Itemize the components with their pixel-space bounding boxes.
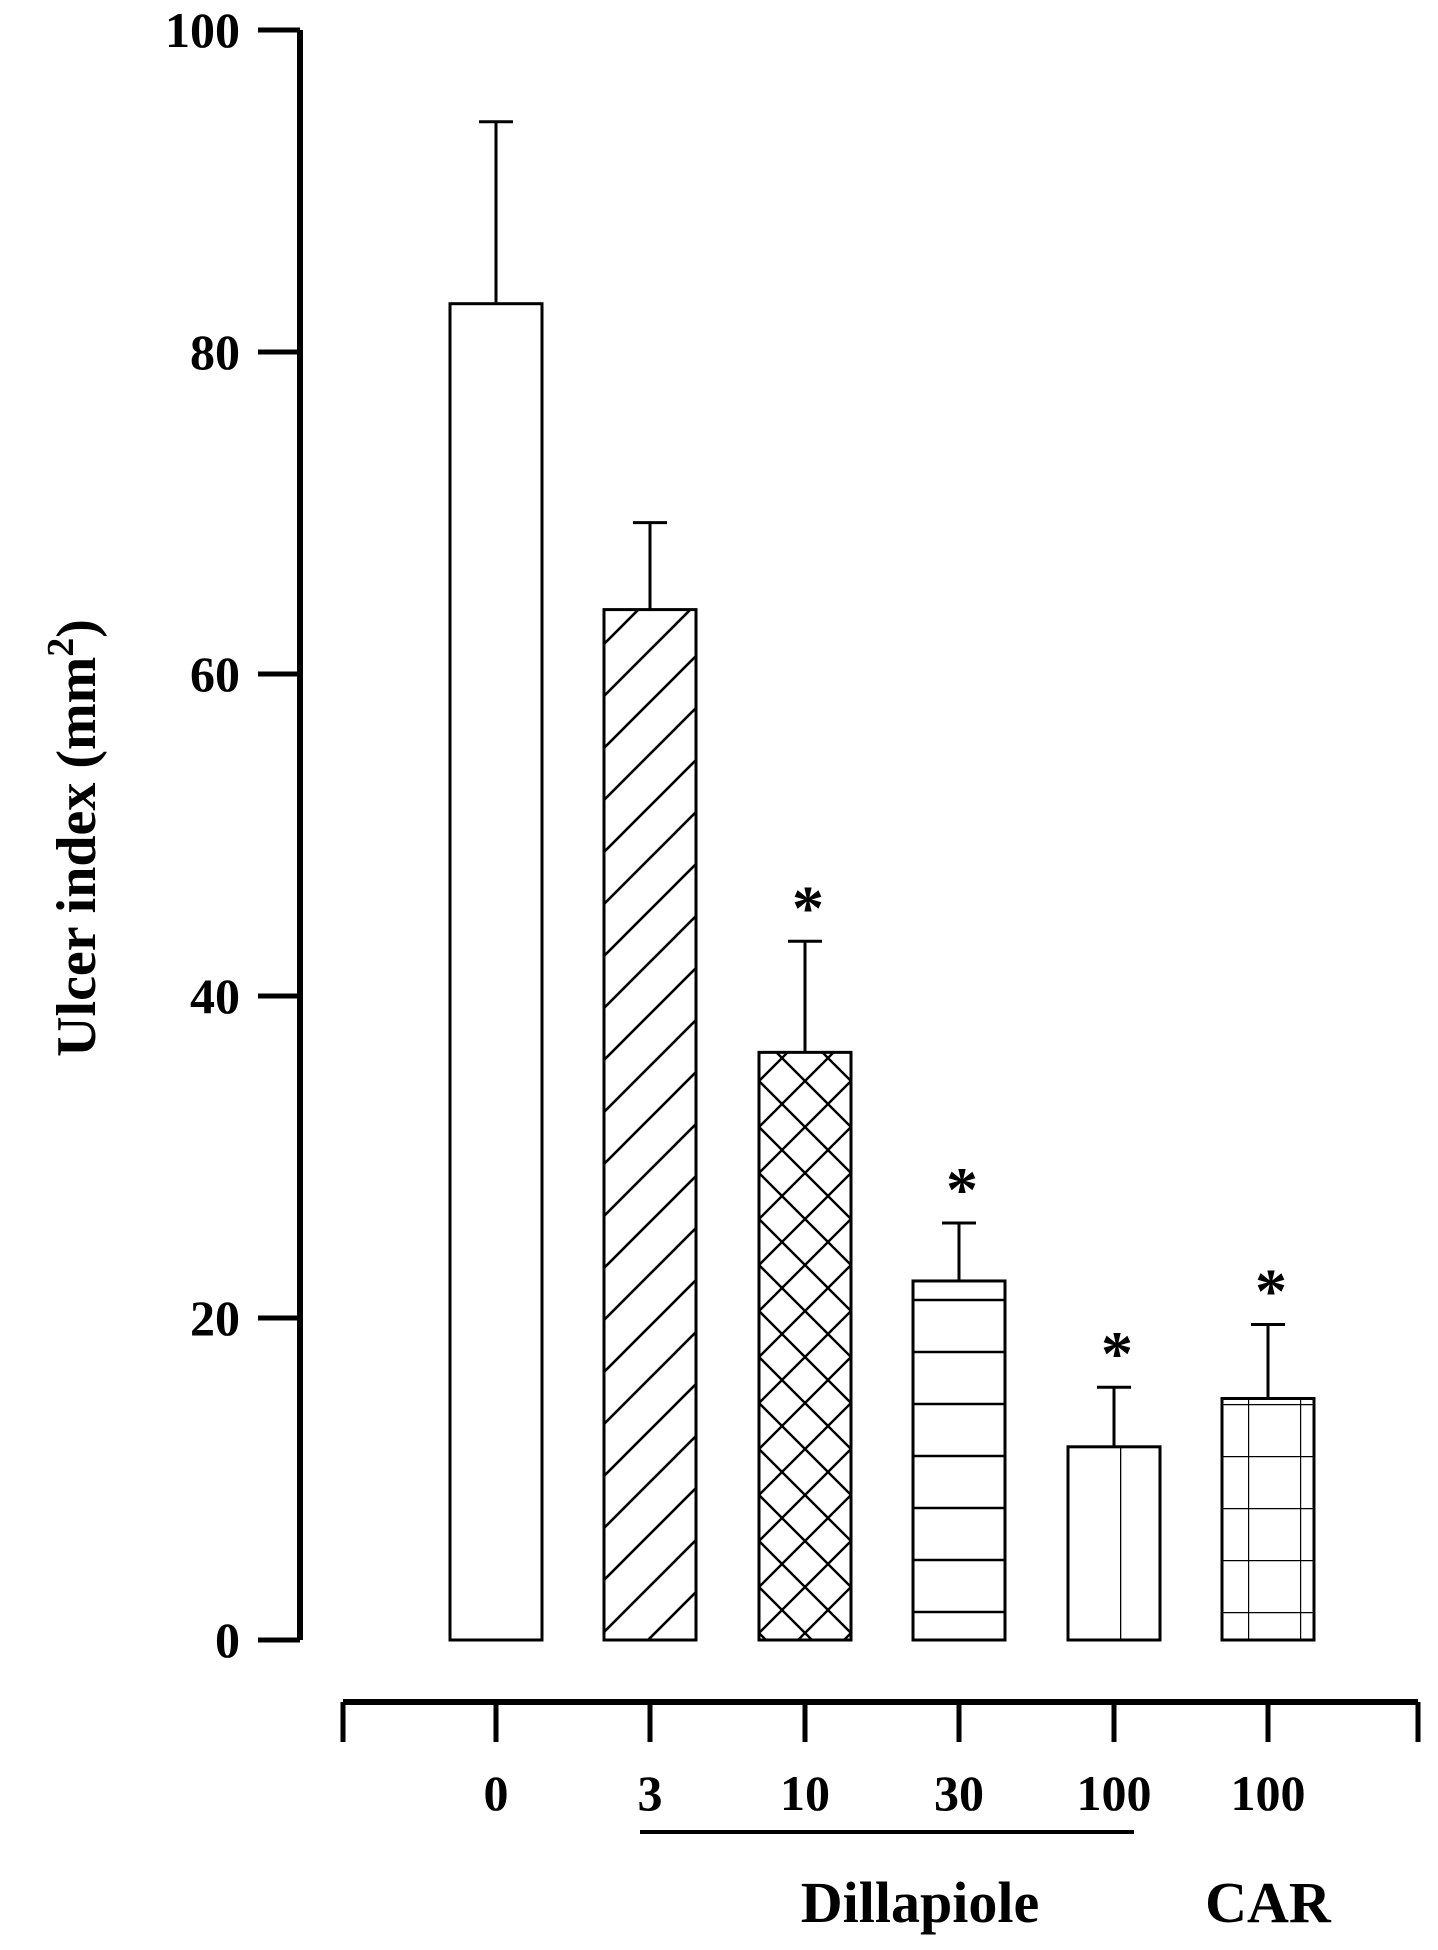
x-tick-label: 10 (780, 1765, 830, 1821)
x-tick-label: 0 (484, 1765, 509, 1821)
bar-pattern (759, 1052, 851, 1640)
significance-marker: * (1101, 1318, 1133, 1389)
bar-group (602, 521, 698, 1642)
significance-marker: * (946, 1154, 978, 1225)
y-axis-title-text: Ulcer index (mm (46, 657, 108, 1057)
y-tick-label: 100 (165, 2, 240, 58)
significance-marker: * (1255, 1255, 1287, 1326)
x-axis: 0 3 10 30 100 100 (340, 1699, 1421, 1821)
y-axis: 0 20 40 60 80 100 (165, 2, 303, 1668)
y-axis-title: Ulcer index (mm2) (40, 619, 108, 1057)
bar-group: * (911, 1154, 1007, 1642)
x-tick-label: 100 (1231, 1765, 1306, 1821)
bar-group: * (757, 872, 853, 1642)
x-tick-label: 3 (638, 1765, 663, 1821)
bars: * * * * (448, 120, 1316, 1642)
bar-background (450, 303, 542, 1641)
group-labels: Dillapiole CAR (640, 1830, 1332, 1935)
significance-marker: * (792, 872, 824, 943)
bar-pattern (1068, 1446, 1160, 1640)
bar-pattern (604, 609, 696, 1640)
x-tick-label: 100 (1077, 1765, 1152, 1821)
y-axis-title-close: ) (46, 619, 108, 638)
x-tick-label: 30 (934, 1765, 984, 1821)
bar-group (448, 120, 544, 1642)
y-tick-label: 20 (190, 1290, 240, 1346)
group-label: CAR (1205, 1870, 1332, 1935)
y-tick-label: 40 (190, 968, 240, 1024)
bar-group: * (1066, 1318, 1162, 1642)
bar-pattern (1222, 1398, 1314, 1640)
group-label: Dillapiole (801, 1870, 1039, 1935)
y-tick-label: 60 (190, 646, 240, 702)
y-axis-title-superscript: 2 (40, 638, 82, 657)
y-tick-label: 0 (215, 1612, 240, 1668)
bar-group: * (1220, 1255, 1316, 1642)
bar-pattern (913, 1280, 1005, 1640)
y-tick-label: 80 (190, 324, 240, 380)
